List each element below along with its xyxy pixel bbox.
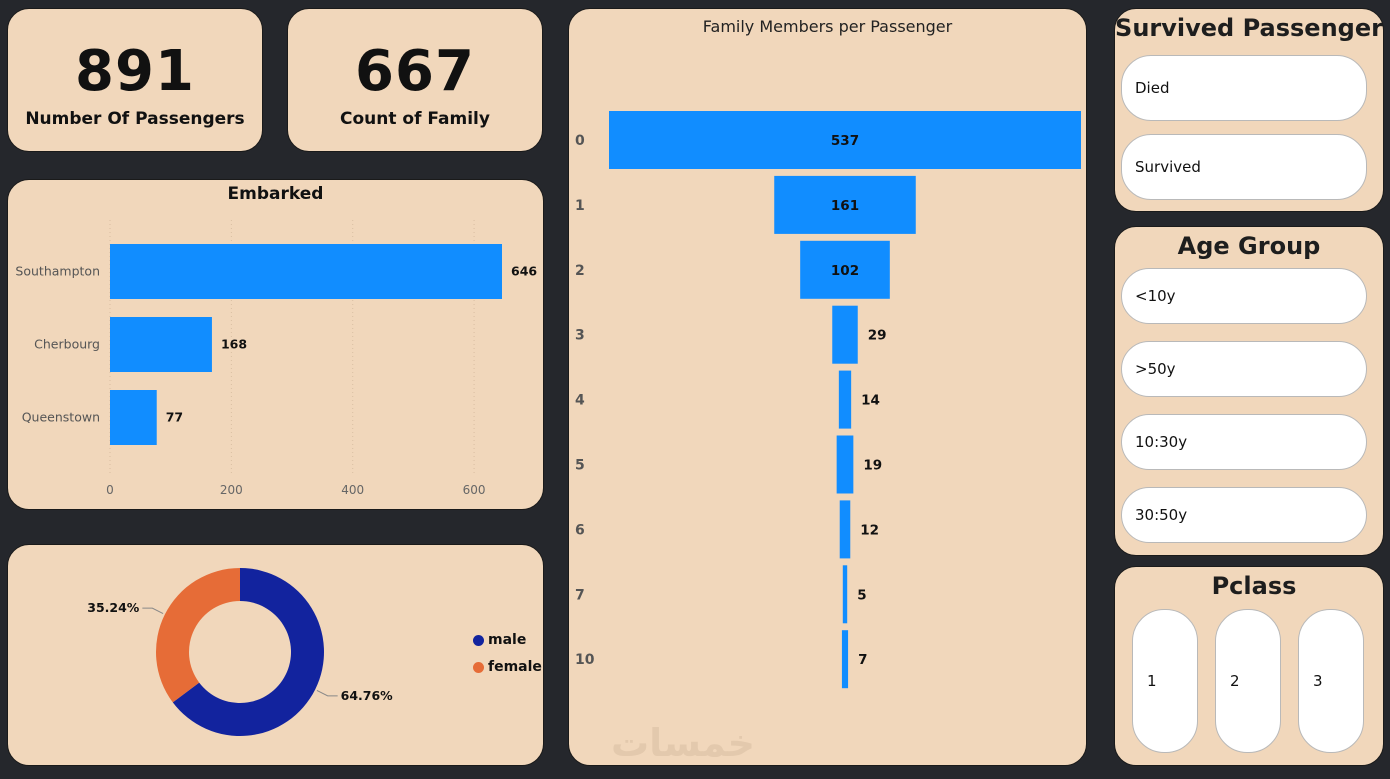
leader-line xyxy=(316,690,338,697)
legend-item-female[interactable]: female xyxy=(473,659,542,675)
embarked-chart-card: Embarked 0 200 400 600 Southampton 646 Cherbou… xyxy=(7,179,544,510)
data-label: 64.76% xyxy=(341,688,394,703)
funnel-bar xyxy=(836,435,854,494)
slicer-item-10-30[interactable]: 10:30y xyxy=(1121,414,1367,470)
legend-item-male[interactable]: male xyxy=(473,632,526,648)
gender-donut-chart: 64.76% 35.24% xyxy=(87,568,394,736)
slicer-item-over-50[interactable]: >50y xyxy=(1121,341,1367,397)
kpi-label: Number Of Passengers xyxy=(25,109,245,129)
pclass-slicer: Pclass 1 2 3 xyxy=(1114,566,1384,766)
survived-slicer: Survived Passenger Died Survived xyxy=(1114,8,1384,212)
kpi-value: 891 xyxy=(75,39,195,104)
funnel-bar xyxy=(839,500,851,559)
data-label: 35.24% xyxy=(87,600,140,615)
x-tick-label: 200 xyxy=(220,483,243,497)
slicer-item-class-2[interactable]: 2 xyxy=(1215,609,1281,753)
funnel-bar xyxy=(774,175,916,234)
data-label: 77 xyxy=(166,410,183,425)
donut-slice xyxy=(155,568,240,703)
slicer-title: Pclass xyxy=(1211,572,1297,600)
data-label: 646 xyxy=(511,264,537,279)
slicer-item-30-50[interactable]: 30:50y xyxy=(1121,487,1367,543)
watermark-logo: خمسات xyxy=(611,721,755,765)
slicer-title: Survived Passenger xyxy=(1115,14,1383,42)
data-label: 12 xyxy=(860,522,879,538)
category-label: 4 xyxy=(575,393,585,409)
chart-title: Embarked xyxy=(227,184,324,204)
data-label: 102 xyxy=(831,263,859,279)
funnel-bar xyxy=(838,370,852,429)
data-label: 29 xyxy=(868,328,887,344)
bar xyxy=(110,390,157,445)
data-label: 7 xyxy=(858,652,867,668)
funnel-bar xyxy=(832,305,858,364)
category-label: Southampton xyxy=(15,264,100,279)
category-label: 10 xyxy=(575,652,595,668)
data-label: 168 xyxy=(221,337,247,352)
data-label: 537 xyxy=(831,133,859,149)
funnel-bar xyxy=(609,111,1081,169)
slicer-item-died[interactable]: Died xyxy=(1121,55,1367,121)
data-label: 19 xyxy=(863,458,882,474)
slicer-item-under-10[interactable]: <10y xyxy=(1121,268,1367,324)
category-label: 0 xyxy=(575,133,585,149)
funnel-bar xyxy=(842,565,848,624)
funnel-bar xyxy=(800,240,890,299)
slicer-item-survived[interactable]: Survived xyxy=(1121,134,1367,200)
kpi-value: 667 xyxy=(355,39,475,104)
legend-dot-female xyxy=(473,661,484,673)
data-label: 5 xyxy=(857,587,866,603)
bar xyxy=(110,317,212,372)
data-label: 161 xyxy=(831,198,859,214)
bar xyxy=(110,244,502,299)
gender-donut-card: 64.76% 35.24% male female xyxy=(7,544,544,766)
category-label: 3 xyxy=(575,328,585,344)
category-label: 6 xyxy=(575,522,585,538)
x-tick-label: 400 xyxy=(341,483,364,497)
donut-slice xyxy=(172,568,324,736)
slicer-title: Age Group xyxy=(1177,232,1321,260)
category-label: 2 xyxy=(575,263,585,279)
leader-line xyxy=(142,607,164,614)
legend-label-female: female xyxy=(488,659,542,675)
data-label: 14 xyxy=(861,393,880,409)
category-label: Queenstown xyxy=(22,410,100,425)
family-funnel-card: Family Members per Passenger 0 537 1 161 2 10… xyxy=(568,8,1087,766)
kpi-card-passengers: 891 Number Of Passengers xyxy=(7,8,263,152)
category-label: Cherbourg xyxy=(34,337,100,352)
legend-dot-male xyxy=(473,634,484,646)
legend-label-male: male xyxy=(488,632,527,648)
age-group-slicer: Age Group <10y >50y 10:30y 30:50y xyxy=(1114,226,1384,556)
kpi-card-family: 667 Count of Family xyxy=(287,8,543,152)
slicer-item-class-3[interactable]: 3 xyxy=(1298,609,1364,753)
category-label: 5 xyxy=(575,458,585,474)
family-funnel-chart: 0 537 1 161 2 102 3 29 4 14 5 19 6 12 7 5 10 7 xyxy=(575,111,1081,689)
kpi-label: Count of Family xyxy=(340,109,490,129)
funnel-bar xyxy=(841,630,849,689)
chart-title: Family Members per Passenger xyxy=(702,17,953,36)
x-tick-label: 0 xyxy=(106,483,114,497)
category-label: 1 xyxy=(575,198,585,214)
slicer-item-class-1[interactable]: 1 xyxy=(1132,609,1198,753)
embarked-bar-chart: 0 200 400 600 Southampton 646 Cherbourg 168 Quee… xyxy=(15,220,537,497)
category-label: 7 xyxy=(575,587,585,603)
x-tick-label: 600 xyxy=(463,483,486,497)
